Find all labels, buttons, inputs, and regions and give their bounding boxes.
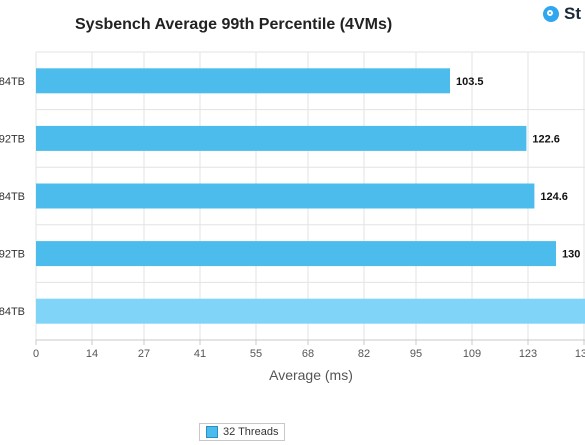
y-tick-label: 92TB bbox=[0, 249, 25, 261]
x-tick-label: 137 bbox=[575, 348, 585, 360]
x-tick-label: 109 bbox=[463, 348, 481, 360]
bar bbox=[36, 241, 556, 267]
x-tick-label: 0 bbox=[33, 348, 39, 360]
bar bbox=[36, 183, 535, 209]
y-tick-label: 92TB bbox=[0, 133, 25, 145]
bar-data-label: 130 bbox=[562, 249, 580, 261]
chart-title: Sysbench Average 99th Percentile (4VMs) bbox=[75, 16, 393, 33]
legend-swatch bbox=[206, 426, 218, 438]
bar bbox=[36, 125, 527, 151]
x-tick-label: 123 bbox=[519, 348, 537, 360]
x-tick-label: 68 bbox=[302, 348, 314, 360]
x-tick-label: 27 bbox=[138, 348, 150, 360]
bar bbox=[36, 68, 450, 94]
x-tick-label: 82 bbox=[358, 348, 370, 360]
y-tick-label: 84TB bbox=[0, 306, 25, 318]
bar-data-label: 124.6 bbox=[540, 191, 568, 203]
brand-logo: St bbox=[543, 4, 581, 24]
y-tick-label: 84TB bbox=[0, 191, 25, 203]
bar bbox=[36, 298, 585, 324]
brand-icon bbox=[543, 6, 559, 22]
x-tick-label: 95 bbox=[410, 348, 422, 360]
legend-label: 32 Threads bbox=[223, 426, 279, 438]
bar-data-label: 122.6 bbox=[532, 133, 560, 145]
x-tick-label: 55 bbox=[250, 348, 262, 360]
brand-text: St bbox=[564, 4, 581, 23]
x-axis-title: Average (ms) bbox=[269, 367, 353, 383]
x-tick-label: 14 bbox=[86, 348, 98, 360]
y-tick-label: 84TB bbox=[0, 76, 25, 88]
bar-data-label: 103.5 bbox=[456, 76, 484, 88]
x-tick-label: 41 bbox=[194, 348, 206, 360]
legend[interactable]: 32 Threads bbox=[199, 423, 286, 441]
